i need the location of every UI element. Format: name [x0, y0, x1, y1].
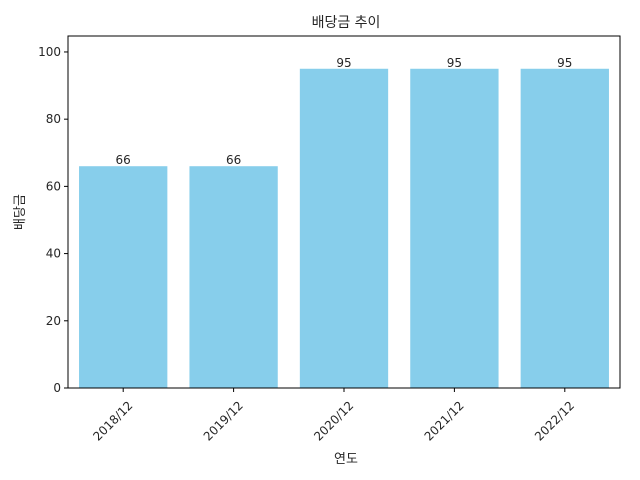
data-label-2020/12: 95 — [336, 56, 351, 70]
bars-group — [79, 68, 609, 388]
bar-2022/12 — [520, 68, 609, 388]
x-axis: 2018/12 2019/12 2020/12 2021/12 2022/12 — [90, 388, 577, 444]
data-label-2018/12: 66 — [116, 153, 131, 167]
y-tick-label: 0 — [53, 381, 61, 395]
y-tick-label: 80 — [46, 112, 61, 126]
y-tick-label: 60 — [46, 179, 61, 193]
data-label-2019/12: 66 — [226, 153, 241, 167]
y-tick-label: 20 — [46, 314, 61, 328]
y-axis-title: 배당금 — [13, 194, 28, 230]
x-axis-title: 연도 — [334, 452, 358, 467]
y-tick-label: 100 — [38, 45, 61, 59]
bar-2020/12 — [299, 68, 389, 388]
chart-title: 배당금 추이 — [312, 15, 381, 31]
bar-2019/12 — [189, 166, 278, 388]
bar-2021/12 — [410, 68, 499, 388]
x-tick-label: 2022/12 — [532, 398, 577, 443]
x-tick-label: 2018/12 — [90, 398, 135, 443]
x-tick-label: 2020/12 — [311, 398, 356, 443]
y-tick-label: 40 — [46, 247, 61, 261]
bar-2018/12 — [79, 166, 168, 388]
data-label-2021/12: 95 — [447, 56, 462, 70]
x-tick-label: 2021/12 — [422, 398, 467, 443]
data-label-2022/12: 95 — [557, 56, 572, 70]
data-labels-group: 66 66 95 95 95 — [116, 56, 573, 167]
y-axis: 0 20 40 60 80 100 — [38, 45, 68, 395]
x-tick-label: 2019/12 — [201, 398, 246, 443]
